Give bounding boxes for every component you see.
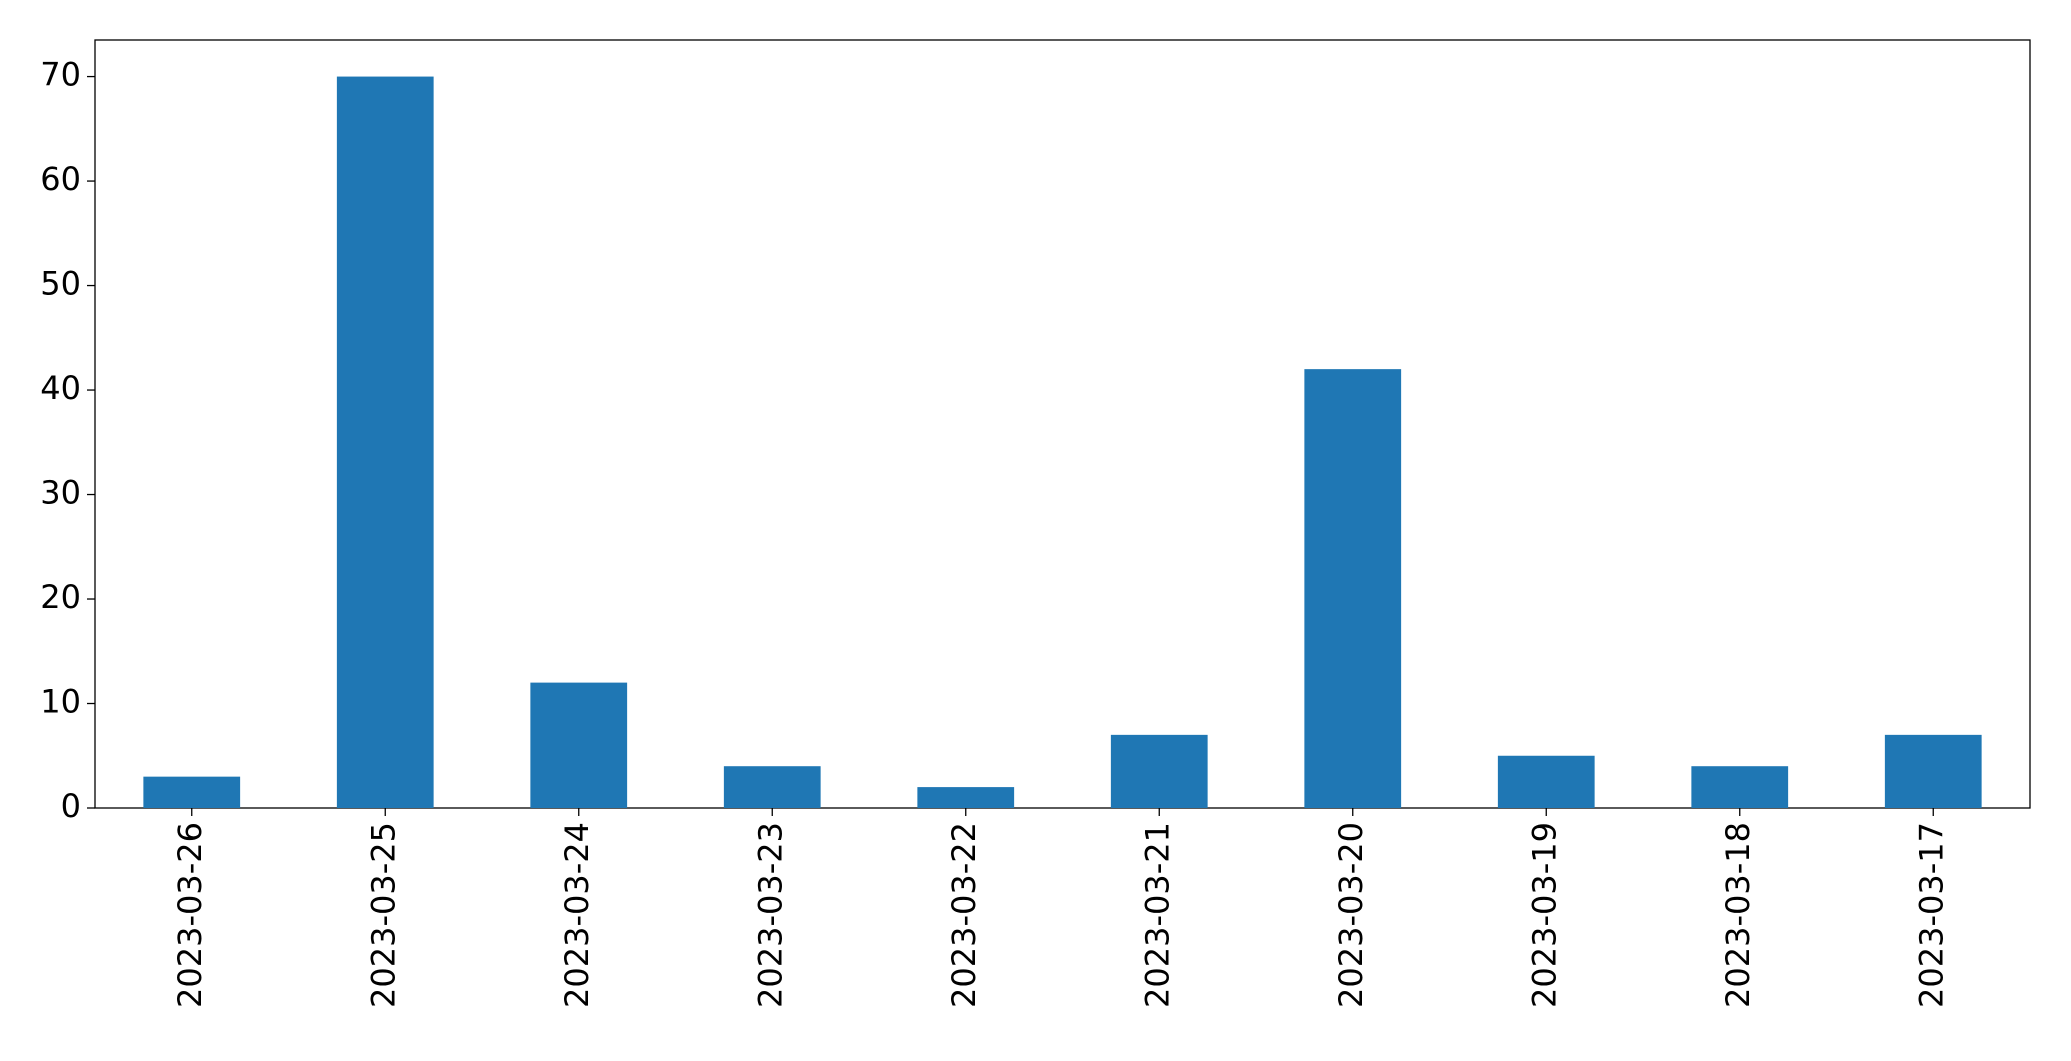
y-tick-label: 20 xyxy=(40,578,81,616)
x-tick-label: 2023-03-22 xyxy=(945,822,983,1008)
x-tick-label: 2023-03-26 xyxy=(171,822,209,1008)
bar xyxy=(1691,766,1789,808)
bar xyxy=(336,76,434,809)
x-tick-label: 2023-03-25 xyxy=(364,822,402,1008)
plot-frame xyxy=(94,39,2031,809)
bar xyxy=(723,766,821,808)
x-tick-label: 2023-03-24 xyxy=(558,822,596,1008)
x-tick-label: 2023-03-20 xyxy=(1332,822,1370,1008)
y-tick-label: 50 xyxy=(40,265,81,303)
y-tick-label: 70 xyxy=(40,56,81,94)
bar xyxy=(1304,369,1402,808)
x-tick-label: 2023-03-21 xyxy=(1138,822,1176,1008)
x-tick-label: 2023-03-19 xyxy=(1525,822,1563,1008)
x-tick-label: 2023-03-23 xyxy=(751,822,789,1008)
bar xyxy=(1884,734,1982,808)
bar xyxy=(530,682,628,808)
bar xyxy=(1497,755,1595,808)
y-tick-label: 0 xyxy=(61,787,81,825)
y-tick-label: 30 xyxy=(40,474,81,512)
x-tick-label: 2023-03-18 xyxy=(1719,822,1757,1008)
x-tick-label: 2023-03-17 xyxy=(1912,822,1950,1008)
bar xyxy=(1110,734,1208,808)
y-tick-label: 60 xyxy=(40,160,81,198)
bar xyxy=(143,776,241,808)
bar xyxy=(917,787,1015,808)
y-tick-label: 40 xyxy=(40,369,81,407)
y-tick-label: 10 xyxy=(40,683,81,721)
